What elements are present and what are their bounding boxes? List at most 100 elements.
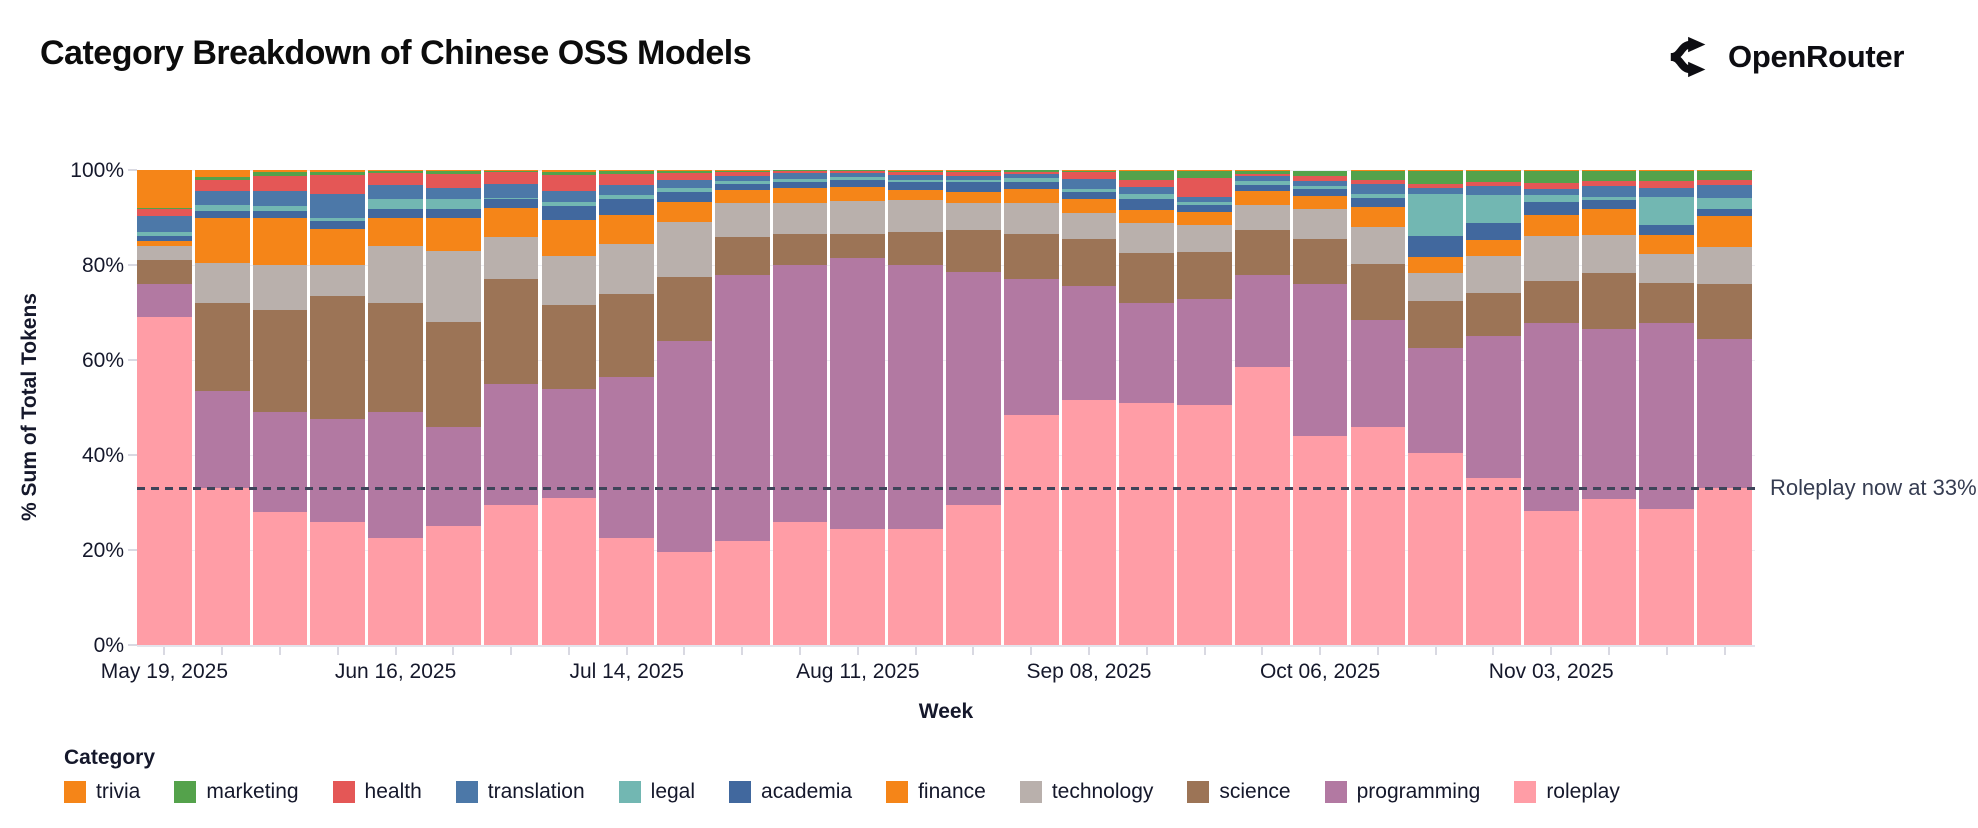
segment-marketing[interactable]: [368, 170, 423, 174]
segment-trivia[interactable]: [310, 170, 366, 172]
segment-translation[interactable]: [888, 174, 943, 180]
segment-finance[interactable]: [541, 219, 597, 256]
segment-roleplay[interactable]: [772, 521, 828, 645]
segment-marketing[interactable]: [310, 171, 366, 176]
segment-health[interactable]: [946, 172, 1001, 177]
bar-week-may-19[interactable]: [137, 170, 192, 645]
bar-week-jun-30[interactable]: [483, 170, 539, 645]
segment-finance[interactable]: [425, 217, 481, 251]
bar-week-sep-15[interactable]: [1119, 170, 1175, 645]
legend-item-science[interactable]: science: [1187, 780, 1291, 804]
segment-trivia[interactable]: [252, 170, 308, 173]
segment-translation[interactable]: [1523, 189, 1579, 195]
segment-academia[interactable]: [888, 182, 943, 190]
bar-week-jun-02[interactable]: [252, 170, 308, 645]
segment-finance[interactable]: [1581, 209, 1637, 236]
segment-translation[interactable]: [137, 215, 192, 233]
segment-finance[interactable]: [1466, 239, 1521, 257]
segment-marketing[interactable]: [888, 171, 943, 172]
segment-legal[interactable]: [772, 178, 828, 183]
segment-finance[interactable]: [194, 217, 250, 264]
segment-legal[interactable]: [1119, 193, 1175, 200]
segment-technology[interactable]: [946, 203, 1001, 231]
segment-finance[interactable]: [1119, 209, 1175, 224]
bar-week-oct-27[interactable]: [1466, 170, 1521, 645]
segment-legal[interactable]: [946, 179, 1001, 183]
segment-marketing[interactable]: [137, 208, 192, 210]
segment-health[interactable]: [1119, 180, 1175, 187]
bar-week-sep-29[interactable]: [1234, 170, 1290, 645]
segment-science[interactable]: [1581, 272, 1637, 330]
segment-technology[interactable]: [1408, 272, 1464, 302]
segment-finance[interactable]: [1697, 216, 1752, 247]
segment-academia[interactable]: [714, 183, 770, 190]
segment-trivia[interactable]: [194, 170, 250, 177]
segment-translation[interactable]: [1639, 187, 1695, 197]
segment-science[interactable]: [1466, 293, 1521, 337]
segment-roleplay[interactable]: [1061, 400, 1117, 645]
segment-trivia[interactable]: [1408, 170, 1464, 171]
segment-health[interactable]: [368, 173, 423, 186]
segment-technology[interactable]: [368, 246, 423, 303]
bar-week-jun-23[interactable]: [425, 170, 481, 645]
segment-health[interactable]: [714, 171, 770, 177]
segment-marketing[interactable]: [194, 176, 250, 180]
segment-academia[interactable]: [425, 208, 481, 218]
segment-academia[interactable]: [541, 205, 597, 220]
segment-technology[interactable]: [1061, 212, 1117, 239]
legend-item-translation[interactable]: translation: [455, 780, 585, 804]
segment-health[interactable]: [1292, 175, 1348, 181]
segment-science[interactable]: [1639, 282, 1695, 323]
segment-technology[interactable]: [1466, 256, 1521, 294]
segment-science[interactable]: [1003, 234, 1059, 280]
segment-finance[interactable]: [772, 187, 828, 204]
segment-roleplay[interactable]: [1177, 405, 1232, 645]
bar-week-sep-08[interactable]: [1061, 170, 1117, 645]
segment-technology[interactable]: [1697, 246, 1752, 284]
segment-health[interactable]: [1408, 184, 1464, 189]
segment-academia[interactable]: [599, 198, 655, 216]
segment-marketing[interactable]: [541, 171, 597, 176]
segment-technology[interactable]: [1003, 203, 1059, 235]
segment-health[interactable]: [1350, 180, 1406, 185]
segment-translation[interactable]: [1061, 178, 1117, 189]
segment-legal[interactable]: [1003, 178, 1059, 182]
segment-academia[interactable]: [1466, 223, 1521, 240]
segment-translation[interactable]: [772, 173, 828, 179]
segment-programming[interactable]: [772, 265, 828, 522]
segment-legal[interactable]: [714, 180, 770, 184]
segment-finance[interactable]: [483, 208, 539, 237]
segment-marketing[interactable]: [1177, 170, 1232, 178]
segment-academia[interactable]: [252, 211, 308, 218]
bar-week-jun-16[interactable]: [368, 170, 423, 645]
segment-trivia[interactable]: [888, 170, 943, 171]
segment-roleplay[interactable]: [657, 552, 712, 645]
bar-week-jul-07[interactable]: [541, 170, 597, 645]
segment-marketing[interactable]: [1292, 171, 1348, 176]
bar-week-nov-03[interactable]: [1523, 170, 1579, 645]
segment-programming[interactable]: [714, 274, 770, 541]
segment-health[interactable]: [1523, 182, 1579, 190]
bar-week-aug-04[interactable]: [772, 170, 828, 645]
segment-roleplay[interactable]: [1350, 426, 1406, 645]
segment-science[interactable]: [425, 322, 481, 427]
bar-week-aug-18[interactable]: [888, 170, 943, 645]
segment-science[interactable]: [772, 234, 828, 265]
segment-translation[interactable]: [946, 176, 1001, 180]
segment-legal[interactable]: [657, 188, 712, 193]
segment-programming[interactable]: [137, 284, 192, 318]
segment-roleplay[interactable]: [483, 504, 539, 645]
segment-marketing[interactable]: [1697, 171, 1752, 181]
segment-academia[interactable]: [1523, 202, 1579, 215]
segment-science[interactable]: [888, 231, 943, 265]
segment-legal[interactable]: [425, 198, 481, 209]
segment-programming[interactable]: [1639, 322, 1695, 510]
segment-marketing[interactable]: [946, 170, 1001, 173]
segment-health[interactable]: [483, 172, 539, 185]
segment-health[interactable]: [1697, 180, 1752, 186]
segment-academia[interactable]: [1234, 185, 1290, 192]
segment-marketing[interactable]: [252, 172, 308, 176]
segment-roleplay[interactable]: [1639, 509, 1695, 645]
segment-marketing[interactable]: [1119, 170, 1175, 181]
segment-science[interactable]: [1408, 301, 1464, 348]
